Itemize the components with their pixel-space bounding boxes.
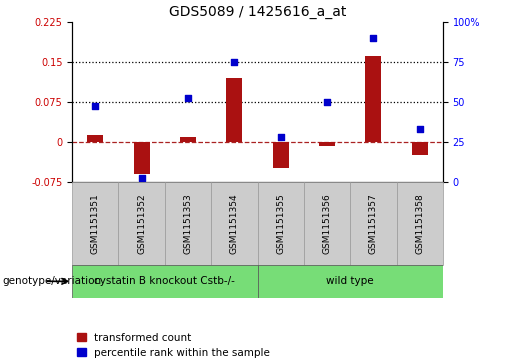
Text: GSM1151352: GSM1151352: [137, 193, 146, 254]
Bar: [118, 182, 165, 265]
Text: GSM1151351: GSM1151351: [91, 193, 100, 254]
Bar: [350, 182, 397, 265]
Point: [184, 95, 192, 101]
Bar: [397, 182, 443, 265]
Bar: [411, 142, 428, 155]
Bar: [72, 182, 118, 265]
Point: [138, 175, 146, 181]
Bar: [133, 142, 150, 174]
Text: cystatin B knockout Cstb-/-: cystatin B knockout Cstb-/-: [94, 276, 235, 286]
Text: GSM1151355: GSM1151355: [276, 193, 285, 254]
Text: GSM1151356: GSM1151356: [322, 193, 332, 254]
Point: [323, 99, 331, 105]
Point: [91, 103, 99, 109]
Point: [230, 59, 238, 65]
Bar: [319, 142, 335, 146]
Bar: [87, 135, 104, 142]
Text: GSM1151353: GSM1151353: [183, 193, 193, 254]
Point: [277, 134, 285, 140]
Text: genotype/variation: genotype/variation: [3, 276, 101, 286]
Bar: [165, 182, 211, 265]
Legend: transformed count, percentile rank within the sample: transformed count, percentile rank withi…: [77, 333, 270, 358]
Bar: [72, 265, 258, 298]
Text: GSM1151354: GSM1151354: [230, 193, 239, 254]
Point: [369, 35, 377, 41]
Text: GSM1151357: GSM1151357: [369, 193, 378, 254]
Text: wild type: wild type: [327, 276, 374, 286]
Bar: [258, 265, 443, 298]
Bar: [226, 78, 243, 142]
Bar: [365, 56, 382, 142]
Bar: [258, 182, 304, 265]
Bar: [272, 142, 289, 168]
Text: GSM1151358: GSM1151358: [415, 193, 424, 254]
Bar: [180, 137, 196, 142]
Title: GDS5089 / 1425616_a_at: GDS5089 / 1425616_a_at: [169, 5, 346, 19]
Point: [416, 126, 424, 132]
Bar: [304, 182, 350, 265]
Bar: [211, 182, 258, 265]
